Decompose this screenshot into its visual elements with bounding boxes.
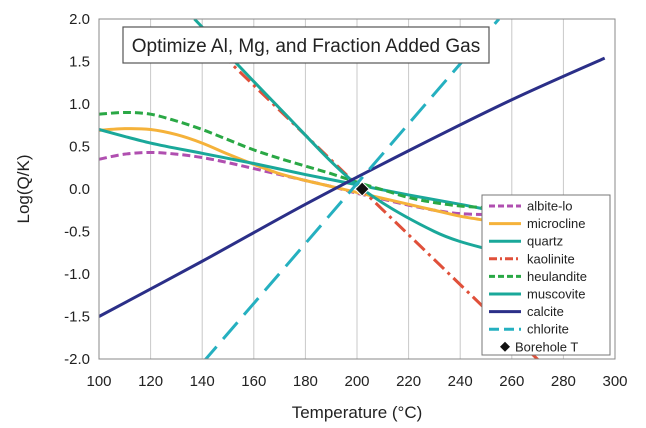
legend-label-microcline: microcline: [527, 216, 586, 231]
x-tick-label: 160: [241, 373, 266, 390]
x-tick-label: 240: [448, 373, 473, 390]
series-muscovite: [193, 19, 492, 252]
legend-label-chlorite: chlorite: [527, 322, 569, 337]
legend-swatch-borehole-t: [500, 341, 510, 352]
y-tick-label: -1.0: [64, 266, 90, 283]
x-tick-label: 140: [190, 373, 215, 390]
x-tick-label: 220: [396, 373, 421, 390]
series-layer: [99, 19, 606, 359]
y-tick-label: 1.0: [69, 96, 90, 113]
x-tick-label: 180: [293, 373, 318, 390]
legend-label-quartz: quartz: [527, 234, 563, 249]
y-tick-label: -0.5: [64, 224, 90, 241]
legend: albite-lo microcline quartz kaolinite heulan…: [481, 194, 611, 356]
y-tick-label: -2.0: [64, 351, 90, 368]
borehole-t-point: [354, 181, 370, 197]
legend-label-borehole-t: Borehole T: [515, 339, 578, 354]
x-tick-label: 280: [551, 373, 576, 390]
legend-label-albite-lo: albite-lo: [527, 199, 573, 214]
x-tick-label: 300: [602, 373, 627, 390]
y-tick-label: -1.5: [64, 309, 90, 326]
series-calcite: [99, 56, 606, 318]
y-axis-title: Log(Q/K): [14, 155, 33, 224]
y-tick-label: 0.0: [69, 181, 90, 198]
legend-label-muscovite: muscovite: [527, 287, 586, 302]
legend-items: albite-lo microcline quartz kaolinite heulan…: [489, 199, 587, 354]
axis-ticks: 100 120 140 160 180 200 220 240 260 280 300 -2.0 -1.…: [64, 11, 627, 390]
x-tick-label: 260: [499, 373, 524, 390]
plot-border: [98, 18, 616, 360]
y-tick-label: 1.5: [69, 54, 90, 71]
series-chlorite: [203, 19, 501, 359]
legend-label-calcite: calcite: [527, 304, 564, 319]
x-tick-label: 120: [138, 373, 163, 390]
legend-label-heulandite: heulandite: [527, 269, 587, 284]
y-tick-label: 0.5: [69, 139, 90, 156]
x-axis-title: Temperature (°C): [292, 403, 423, 422]
legend-label-kaolinite: kaolinite: [527, 251, 575, 266]
series-quartz: [99, 128, 487, 211]
chart-title: Optimize Al, Mg, and Fraction Added Gas: [132, 36, 481, 57]
x-tick-label: 100: [86, 373, 111, 390]
series-microcline: [99, 127, 487, 222]
x-tick-label: 200: [344, 373, 369, 390]
y-tick-label: 2.0: [69, 11, 90, 28]
series-heulandite: [99, 110, 487, 210]
title-box: Optimize Al, Mg, and Fraction Added Gas: [122, 26, 490, 64]
